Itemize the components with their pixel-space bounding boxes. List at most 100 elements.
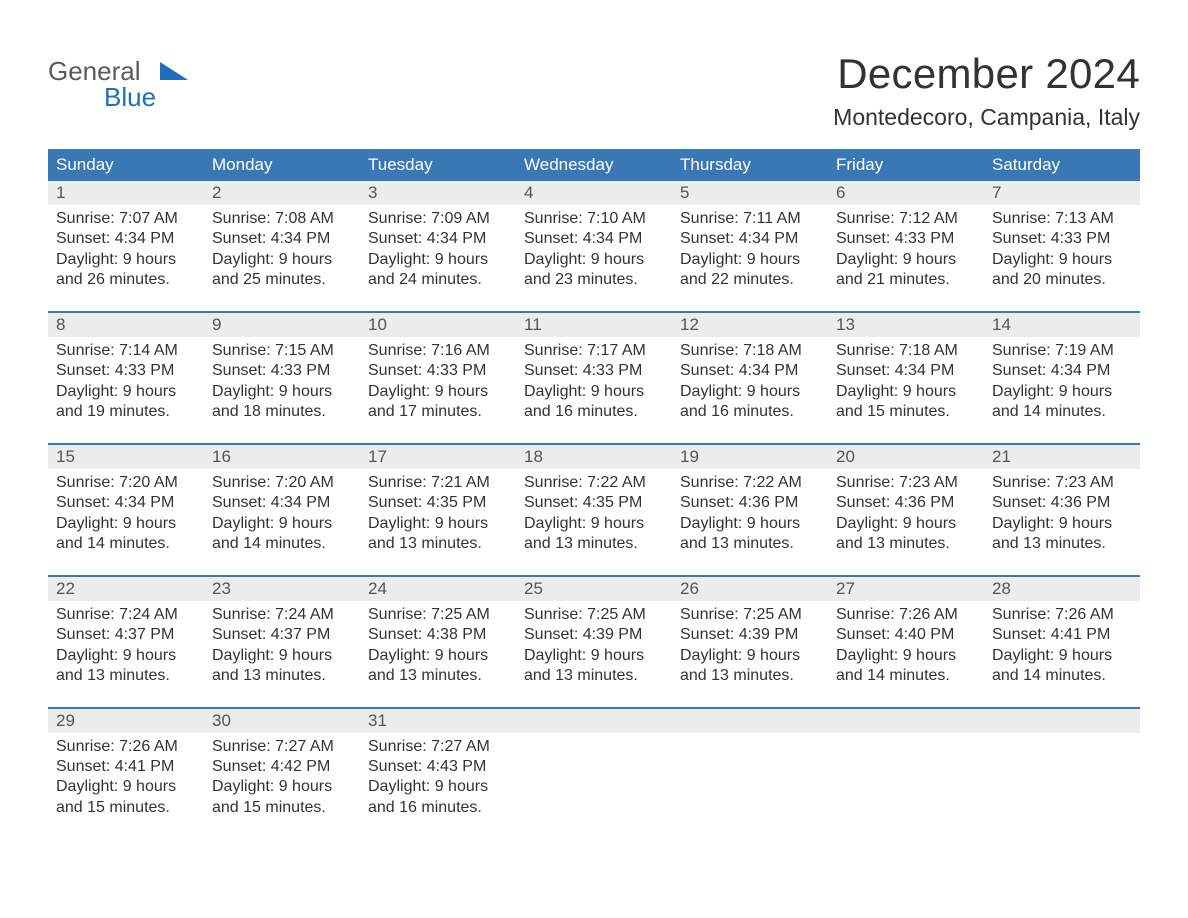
day-d1: Daylight: 9 hours: [680, 250, 820, 270]
day-sunset: Sunset: 4:35 PM: [524, 493, 664, 513]
day-cell: [516, 709, 672, 819]
day-sunset: Sunset: 4:34 PM: [680, 361, 820, 381]
weekday-header: Friday: [828, 149, 984, 181]
week-row: 22Sunrise: 7:24 AMSunset: 4:37 PMDayligh…: [48, 575, 1140, 687]
day-d1: Daylight: 9 hours: [680, 382, 820, 402]
day-d2: and 15 minutes.: [212, 798, 352, 818]
day-cell: 22Sunrise: 7:24 AMSunset: 4:37 PMDayligh…: [48, 577, 204, 687]
day-body: Sunrise: 7:20 AMSunset: 4:34 PMDaylight:…: [48, 469, 204, 555]
day-number: [672, 709, 828, 733]
day-number: 26: [672, 577, 828, 601]
day-d1: Daylight: 9 hours: [836, 514, 976, 534]
day-cell: 16Sunrise: 7:20 AMSunset: 4:34 PMDayligh…: [204, 445, 360, 555]
day-sunset: Sunset: 4:34 PM: [836, 361, 976, 381]
day-sunrise: Sunrise: 7:20 AM: [56, 473, 196, 493]
day-sunrise: Sunrise: 7:22 AM: [680, 473, 820, 493]
day-sunset: Sunset: 4:34 PM: [212, 229, 352, 249]
day-body: Sunrise: 7:25 AMSunset: 4:38 PMDaylight:…: [360, 601, 516, 687]
day-d1: Daylight: 9 hours: [836, 250, 976, 270]
logo: General Blue: [48, 56, 198, 119]
day-d1: Daylight: 9 hours: [524, 514, 664, 534]
day-d1: Daylight: 9 hours: [212, 382, 352, 402]
logo-text-blue: Blue: [104, 82, 156, 112]
day-d2: and 14 minutes.: [836, 666, 976, 686]
day-d2: and 13 minutes.: [368, 666, 508, 686]
day-body: Sunrise: 7:12 AMSunset: 4:33 PMDaylight:…: [828, 205, 984, 291]
day-sunrise: Sunrise: 7:19 AM: [992, 341, 1132, 361]
day-body: Sunrise: 7:18 AMSunset: 4:34 PMDaylight:…: [672, 337, 828, 423]
day-sunset: Sunset: 4:34 PM: [992, 361, 1132, 381]
day-cell: 6Sunrise: 7:12 AMSunset: 4:33 PMDaylight…: [828, 181, 984, 291]
day-sunrise: Sunrise: 7:24 AM: [56, 605, 196, 625]
day-d2: and 23 minutes.: [524, 270, 664, 290]
day-body: Sunrise: 7:26 AMSunset: 4:40 PMDaylight:…: [828, 601, 984, 687]
day-sunrise: Sunrise: 7:13 AM: [992, 209, 1132, 229]
day-sunrise: Sunrise: 7:15 AM: [212, 341, 352, 361]
day-body: Sunrise: 7:07 AMSunset: 4:34 PMDaylight:…: [48, 205, 204, 291]
day-cell: 1Sunrise: 7:07 AMSunset: 4:34 PMDaylight…: [48, 181, 204, 291]
day-d1: Daylight: 9 hours: [680, 514, 820, 534]
logo-flag-icon: [160, 62, 188, 80]
day-sunrise: Sunrise: 7:16 AM: [368, 341, 508, 361]
day-sunrise: Sunrise: 7:20 AM: [212, 473, 352, 493]
day-cell: 5Sunrise: 7:11 AMSunset: 4:34 PMDaylight…: [672, 181, 828, 291]
day-sunset: Sunset: 4:34 PM: [56, 229, 196, 249]
day-body: Sunrise: 7:11 AMSunset: 4:34 PMDaylight:…: [672, 205, 828, 291]
day-cell: 4Sunrise: 7:10 AMSunset: 4:34 PMDaylight…: [516, 181, 672, 291]
day-cell: 9Sunrise: 7:15 AMSunset: 4:33 PMDaylight…: [204, 313, 360, 423]
day-sunrise: Sunrise: 7:11 AM: [680, 209, 820, 229]
week-row: 15Sunrise: 7:20 AMSunset: 4:34 PMDayligh…: [48, 443, 1140, 555]
day-body: Sunrise: 7:13 AMSunset: 4:33 PMDaylight:…: [984, 205, 1140, 291]
day-cell: 26Sunrise: 7:25 AMSunset: 4:39 PMDayligh…: [672, 577, 828, 687]
day-number: 7: [984, 181, 1140, 205]
day-sunrise: Sunrise: 7:12 AM: [836, 209, 976, 229]
day-d2: and 15 minutes.: [56, 798, 196, 818]
day-sunrise: Sunrise: 7:08 AM: [212, 209, 352, 229]
day-number: 12: [672, 313, 828, 337]
day-sunset: Sunset: 4:34 PM: [368, 229, 508, 249]
day-body: Sunrise: 7:09 AMSunset: 4:34 PMDaylight:…: [360, 205, 516, 291]
day-cell: 24Sunrise: 7:25 AMSunset: 4:38 PMDayligh…: [360, 577, 516, 687]
generalblue-logo-icon: General Blue: [48, 56, 198, 114]
day-number: 28: [984, 577, 1140, 601]
day-body: Sunrise: 7:15 AMSunset: 4:33 PMDaylight:…: [204, 337, 360, 423]
day-cell: 27Sunrise: 7:26 AMSunset: 4:40 PMDayligh…: [828, 577, 984, 687]
day-body: Sunrise: 7:24 AMSunset: 4:37 PMDaylight:…: [48, 601, 204, 687]
weekday-header: Sunday: [48, 149, 204, 181]
day-body: Sunrise: 7:16 AMSunset: 4:33 PMDaylight:…: [360, 337, 516, 423]
day-sunset: Sunset: 4:41 PM: [992, 625, 1132, 645]
day-cell: 19Sunrise: 7:22 AMSunset: 4:36 PMDayligh…: [672, 445, 828, 555]
day-sunset: Sunset: 4:33 PM: [524, 361, 664, 381]
day-number: 27: [828, 577, 984, 601]
weekday-header: Saturday: [984, 149, 1140, 181]
day-d2: and 13 minutes.: [680, 534, 820, 554]
day-cell: [828, 709, 984, 819]
day-d1: Daylight: 9 hours: [992, 250, 1132, 270]
day-number: [828, 709, 984, 733]
day-cell: 30Sunrise: 7:27 AMSunset: 4:42 PMDayligh…: [204, 709, 360, 819]
day-body: [984, 733, 1140, 737]
day-sunset: Sunset: 4:38 PM: [368, 625, 508, 645]
day-number: 30: [204, 709, 360, 733]
day-sunrise: Sunrise: 7:21 AM: [368, 473, 508, 493]
day-cell: 11Sunrise: 7:17 AMSunset: 4:33 PMDayligh…: [516, 313, 672, 423]
day-d2: and 21 minutes.: [836, 270, 976, 290]
day-d2: and 13 minutes.: [836, 534, 976, 554]
day-sunrise: Sunrise: 7:07 AM: [56, 209, 196, 229]
day-number: 20: [828, 445, 984, 469]
day-body: Sunrise: 7:23 AMSunset: 4:36 PMDaylight:…: [984, 469, 1140, 555]
weeks-container: 1Sunrise: 7:07 AMSunset: 4:34 PMDaylight…: [48, 181, 1140, 818]
day-sunset: Sunset: 4:35 PM: [368, 493, 508, 513]
day-number: 6: [828, 181, 984, 205]
day-sunset: Sunset: 4:34 PM: [212, 493, 352, 513]
day-cell: 21Sunrise: 7:23 AMSunset: 4:36 PMDayligh…: [984, 445, 1140, 555]
day-sunrise: Sunrise: 7:25 AM: [368, 605, 508, 625]
day-d2: and 15 minutes.: [836, 402, 976, 422]
day-body: Sunrise: 7:26 AMSunset: 4:41 PMDaylight:…: [984, 601, 1140, 687]
day-cell: 14Sunrise: 7:19 AMSunset: 4:34 PMDayligh…: [984, 313, 1140, 423]
day-sunrise: Sunrise: 7:26 AM: [836, 605, 976, 625]
day-cell: 23Sunrise: 7:24 AMSunset: 4:37 PMDayligh…: [204, 577, 360, 687]
day-body: Sunrise: 7:21 AMSunset: 4:35 PMDaylight:…: [360, 469, 516, 555]
day-sunrise: Sunrise: 7:23 AM: [992, 473, 1132, 493]
day-d1: Daylight: 9 hours: [56, 646, 196, 666]
